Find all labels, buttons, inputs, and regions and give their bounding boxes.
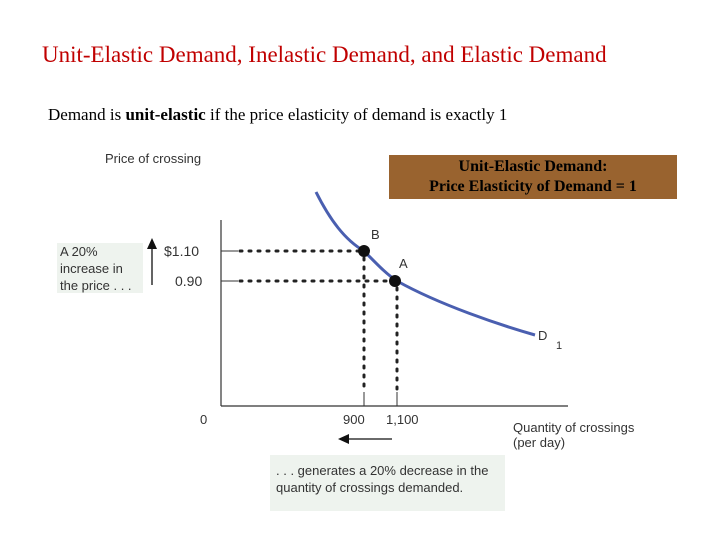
quantity-decrease-arrow-head: [338, 434, 349, 444]
quantity-decrease-note: . . . generates a 20% decrease in the qu…: [270, 455, 505, 511]
subtitle-prefix: Demand is: [48, 105, 126, 124]
point-b-marker: [358, 245, 370, 257]
curve-label: D: [538, 328, 548, 343]
subtitle: Demand is unit-elastic if the price elas…: [48, 105, 507, 125]
price-increase-note: A 20% increase in the price . . .: [57, 243, 143, 293]
x-axis-label: Quantity of crossings (per day): [513, 420, 634, 450]
x-axis-label-line-1: Quantity of crossings: [513, 420, 635, 435]
quantity-low-label: 900: [343, 412, 365, 427]
unit-elastic-banner: Unit-Elastic Demand: Price Elasticity of…: [389, 155, 677, 199]
price-high-label: $1.10: [164, 243, 200, 259]
quantity-high-label: 1,100: [386, 412, 419, 427]
price-increase-arrow-head: [147, 238, 157, 249]
point-a-marker: [389, 275, 401, 287]
y-axis-label: Price of crossing: [105, 151, 202, 166]
price-low-label: 0.90: [175, 273, 203, 289]
curve-subscript: 1: [556, 340, 563, 352]
subtitle-suffix: if the price elasticity of demand is exa…: [205, 105, 508, 124]
banner-line-1: Unit-Elastic Demand:: [458, 158, 608, 175]
slide-title: Unit-Elastic Demand, Inelastic Demand, a…: [42, 42, 607, 67]
point-a-label: A: [399, 256, 408, 271]
demand-curve: [314, 191, 536, 337]
x-axis-label-line-2: (per day): [513, 435, 566, 450]
subtitle-emphasis: unit-elastic: [125, 105, 206, 124]
point-b-label: B: [371, 227, 380, 242]
banner-line-2: Price Elasticity of Demand = 1: [429, 178, 637, 195]
origin-label: 0: [200, 412, 208, 427]
